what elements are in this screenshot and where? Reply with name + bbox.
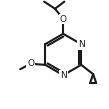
Text: N: N [78, 40, 85, 49]
Text: N: N [60, 71, 67, 80]
Text: O: O [60, 15, 67, 24]
Text: O: O [27, 59, 34, 68]
